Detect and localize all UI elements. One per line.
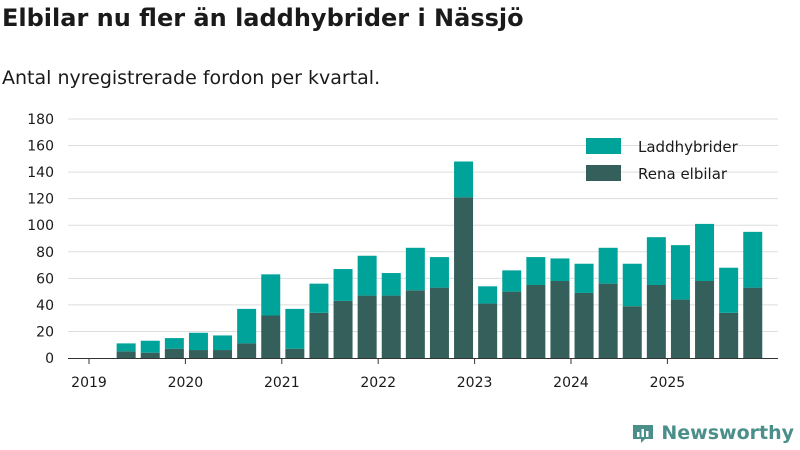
bar-rena-elbilar [357,295,377,358]
x-tick-label: 2025 [650,375,686,391]
legend-swatch-laddhybrider [586,138,621,154]
bar-rena-elbilar [405,290,425,358]
legend-label: Laddhybrider [638,138,739,156]
y-tick-label: 160 [27,139,54,155]
bar-laddhybrider [695,223,715,281]
y-tick-label: 100 [27,218,54,234]
newsworthy-logo-icon [633,425,654,443]
bar-rena-elbilar [285,348,305,358]
bar-rena-elbilar [550,280,570,358]
bar-laddhybrider [164,338,184,349]
bar-rena-elbilar [646,284,666,358]
bar-laddhybrider [646,237,666,285]
bar-rena-elbilar [140,352,160,358]
bar-laddhybrider [237,308,257,344]
y-tick-label: 140 [27,165,54,181]
bar-laddhybrider [357,255,377,296]
bar-rena-elbilar [743,287,763,358]
stacked-bar-chart: 0 20 40 60 80 100 120 140 160 180 2019 2020 2021 2022… [27,112,778,391]
bar-laddhybrider [405,247,425,291]
bar-rena-elbilar [478,303,498,358]
x-tick-label: 2023 [457,375,493,391]
bar-laddhybrider [670,245,690,300]
bar-rena-elbilar [116,351,136,358]
bar-laddhybrider [381,273,401,296]
bar-laddhybrider [454,161,474,198]
y-tick-label: 180 [27,112,54,128]
bar-rena-elbilar [333,300,353,358]
bar-rena-elbilar [381,295,401,358]
bar-rena-elbilar [502,291,522,358]
bar-laddhybrider [333,269,353,301]
bar-rena-elbilar [526,284,546,358]
bar-laddhybrider [309,283,329,313]
bar-laddhybrider [574,263,594,293]
bar-laddhybrider [598,247,618,284]
x-tick-label: 2024 [553,375,589,391]
bar-laddhybrider [743,231,763,288]
bar-rena-elbilar [719,312,739,358]
bar-laddhybrider [719,267,739,313]
brand-logo: Newsworthy [631,421,794,445]
bar-rena-elbilar [237,343,257,358]
bar-laddhybrider [116,343,136,352]
chart-title: Elbilar nu fler än laddhybrider i Nässjö [2,4,524,32]
bar-laddhybrider [213,335,233,351]
bar-rena-elbilar [188,350,208,358]
y-tick-label: 120 [27,192,54,208]
bar-rena-elbilar [261,315,281,358]
bar-laddhybrider [622,263,642,307]
y-tick-label: 60 [36,271,54,287]
bar-rena-elbilar [622,306,642,358]
bar-laddhybrider [550,258,570,281]
brand-name: Newsworthy [661,422,794,444]
bar-laddhybrider [261,274,281,316]
bar-laddhybrider [285,308,305,349]
bar-rena-elbilar [598,283,618,358]
bar-laddhybrider [526,257,546,285]
bar-laddhybrider [140,340,160,353]
bar-rena-elbilar [213,350,233,358]
x-tick-label: 2019 [71,375,107,391]
bar-rena-elbilar [309,312,329,358]
x-tick-label: 2020 [168,375,204,391]
x-tick-label: 2021 [264,375,300,391]
bar-rena-elbilar [574,292,594,358]
y-tick-label: 40 [36,298,54,314]
legend-swatch-rena-elbilar [586,165,621,181]
y-tick-label: 80 [36,245,54,261]
bar-rena-elbilar [695,280,715,358]
y-tick-label: 0 [45,351,54,367]
y-tick-label: 20 [36,324,54,340]
bar-rena-elbilar [454,197,474,358]
x-tick-label: 2022 [360,375,396,391]
bar-laddhybrider [429,257,449,288]
chart-subtitle: Antal nyregistrerade fordon per kvartal. [2,67,381,89]
bar-rena-elbilar [670,299,690,358]
bar-rena-elbilar [429,287,449,358]
bar-laddhybrider [478,286,498,304]
bar-laddhybrider [188,332,208,351]
bar-rena-elbilar [164,348,184,358]
legend-label: Rena elbilar [638,165,728,183]
bar-laddhybrider [502,270,522,292]
